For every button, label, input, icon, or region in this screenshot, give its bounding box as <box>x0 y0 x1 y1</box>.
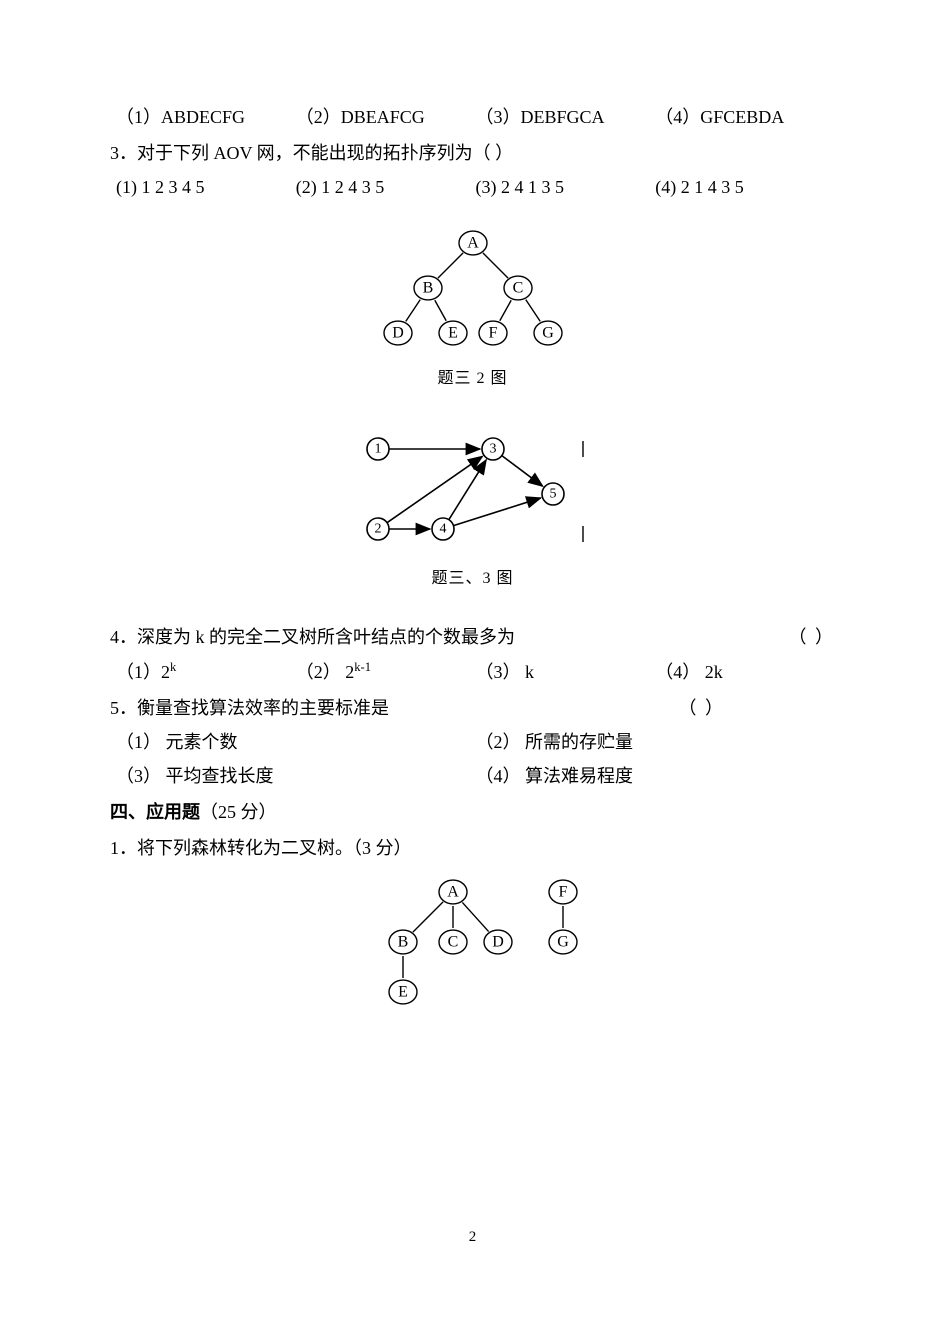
section4-heading: 四、应用题（25 分） <box>110 795 835 829</box>
svg-text:F: F <box>488 324 497 341</box>
q4-opt-1: （1）2k <box>116 655 296 689</box>
svg-text:E: E <box>448 324 458 341</box>
svg-text:B: B <box>397 933 408 950</box>
figure-aov-caption: 题三、3 图 <box>110 564 835 594</box>
q5-opt-4: （4） 算法难易程度 <box>476 759 836 793</box>
q4-opt-3: （3） k <box>476 655 656 689</box>
figure-aov: 1 3 5 2 4 <box>348 424 598 554</box>
app-q1-stem: 1．将下列森林转化为二叉树。（3 分） <box>110 831 835 865</box>
svg-text:D: D <box>492 933 504 950</box>
svg-text:G: G <box>542 324 554 341</box>
q2-opt-2: （2）DBEAFCG <box>296 100 476 134</box>
svg-text:2: 2 <box>374 521 381 536</box>
q3-stem: 3．对于下列 AOV 网，不能出现的拓扑序列为（ ） <box>110 136 835 170</box>
q4-opt-4: （4） 2k <box>655 655 835 689</box>
q4-opt-1-sup: k <box>170 660 176 674</box>
q4-blank: （ ） <box>789 620 836 654</box>
q2-opt-4: （4）GFCEBDA <box>655 100 835 134</box>
q3-opt-3: (3) 2 4 1 3 5 <box>476 170 656 204</box>
q4-opt-2-sup: k-1 <box>354 660 371 674</box>
q5-opt-2: （2） 所需的存贮量 <box>476 725 836 759</box>
q2-options-row: （1）ABDECFG （2）DBEAFCG （3）DEBFGCA （4）GFCE… <box>110 100 835 134</box>
figure-tree: A B C D E F G <box>353 223 593 358</box>
page-content: （1）ABDECFG （2）DBEAFCG （3）DEBFGCA （4）GFCE… <box>0 0 945 1017</box>
q4-opt-1-pre: （1）2 <box>116 662 170 682</box>
svg-text:3: 3 <box>489 441 496 456</box>
figure-tree-wrap: A B C D E F G 题三 2 图 <box>110 223 835 394</box>
svg-text:C: C <box>447 933 458 950</box>
q5-stem: 5．衡量查找算法效率的主要标准是 <box>110 691 389 725</box>
q5-options-row1: （1） 元素个数 （2） 所需的存贮量 <box>110 725 835 759</box>
page-number: 2 <box>0 1229 945 1246</box>
svg-text:D: D <box>392 324 404 341</box>
q3-opt-1: (1) 1 2 3 4 5 <box>116 170 296 204</box>
section4-heading-rest: （25 分） <box>200 802 277 822</box>
svg-text:B: B <box>422 279 433 296</box>
q4-stem: 4．深度为 k 的完全二叉树所含叶结点的个数最多为 <box>110 620 515 654</box>
q4-options-row: （1）2k （2） 2k-1 （3） k （4） 2k <box>110 655 835 689</box>
q5-stem-row: 5．衡量查找算法效率的主要标准是 （ ） <box>110 691 835 725</box>
q5-opt-3: （3） 平均查找长度 <box>116 759 476 793</box>
q4-opt-2: （2） 2k-1 <box>296 655 476 689</box>
svg-text:A: A <box>467 234 479 251</box>
svg-text:E: E <box>398 983 408 1000</box>
svg-text:G: G <box>557 933 569 950</box>
q2-opt-1: （1）ABDECFG <box>116 100 296 134</box>
q3-opt-2: (2) 1 2 4 3 5 <box>296 170 476 204</box>
figure-aov-wrap: 1 3 5 2 4 题三、3 图 <box>110 424 835 594</box>
svg-text:F: F <box>558 883 567 900</box>
q5-blank: （ ） <box>679 691 726 725</box>
q5-opt-1: （1） 元素个数 <box>116 725 476 759</box>
q4-opt-2-pre: （2） 2 <box>296 662 355 682</box>
figure-forest: A B C D E F G <box>348 872 598 1017</box>
q3-options-row: (1) 1 2 3 4 5 (2) 1 2 4 3 5 (3) 2 4 1 3 … <box>110 170 835 204</box>
q4-stem-row: 4．深度为 k 的完全二叉树所含叶结点的个数最多为 （ ） <box>110 620 835 654</box>
section4-heading-bold: 四、应用题 <box>110 802 200 822</box>
figure-tree-caption: 题三 2 图 <box>110 364 835 394</box>
q3-opt-4: (4) 2 1 4 3 5 <box>655 170 835 204</box>
figure-forest-wrap: A B C D E F G <box>110 872 835 1017</box>
svg-text:4: 4 <box>439 521 446 536</box>
q2-opt-3: （3）DEBFGCA <box>476 100 656 134</box>
svg-text:A: A <box>447 883 459 900</box>
svg-text:C: C <box>512 279 523 296</box>
svg-text:5: 5 <box>549 486 556 501</box>
svg-text:1: 1 <box>374 441 381 456</box>
q5-options-row2: （3） 平均查找长度 （4） 算法难易程度 <box>110 759 835 793</box>
